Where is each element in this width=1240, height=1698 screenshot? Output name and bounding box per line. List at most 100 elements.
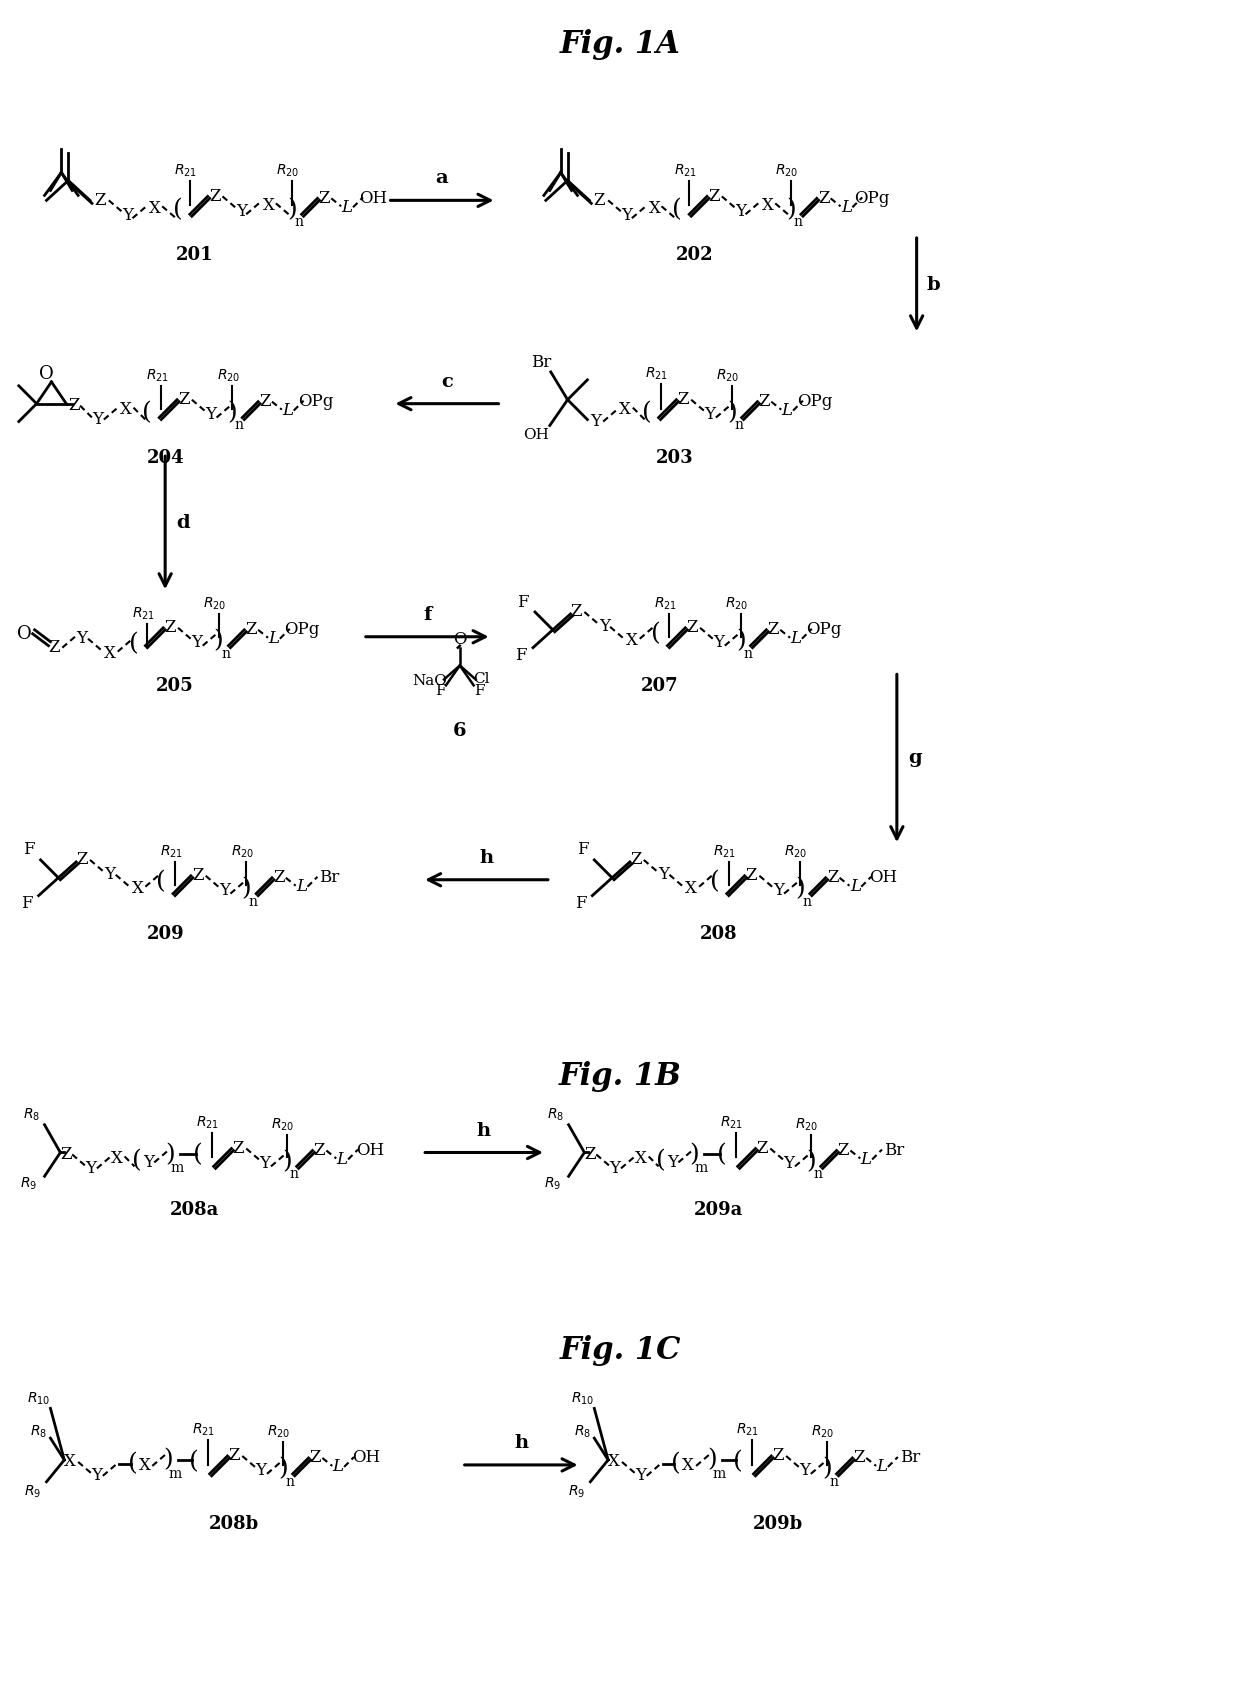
Text: Cl: Cl [474,672,490,686]
Text: (: ( [131,1150,141,1172]
Text: Z: Z [259,394,270,411]
Text: Z: Z [228,1447,241,1464]
Text: $R_{21}$: $R_{21}$ [673,163,697,178]
Text: Y: Y [590,413,601,430]
Text: Br: Br [531,353,551,370]
Text: m: m [169,1467,182,1481]
Text: $R_8$: $R_8$ [547,1107,564,1122]
Text: ): ) [795,878,805,900]
Text: Y: Y [621,207,632,224]
Text: OPg: OPg [854,190,890,207]
Text: L: L [861,1151,872,1168]
Text: $R_{10}$: $R_{10}$ [570,1391,594,1406]
Text: ): ) [806,1150,816,1173]
Text: ): ) [822,1457,832,1481]
Text: Z: Z [179,391,190,408]
Text: Y: Y [236,202,247,219]
Text: Z: Z [853,1450,866,1467]
Text: n: n [743,647,751,661]
Text: X: X [120,401,131,418]
Text: 209: 209 [146,925,184,944]
Text: Y: Y [784,1155,795,1172]
Text: OH: OH [869,869,897,886]
Text: (: ( [193,1143,202,1167]
Text: ): ) [786,197,796,221]
Text: L: L [341,199,352,216]
Text: $R_{20}$: $R_{20}$ [717,368,739,384]
Text: L: L [296,878,308,895]
Text: ): ) [727,401,737,424]
Text: F: F [516,647,527,664]
Text: $R_{21}$: $R_{21}$ [713,844,737,861]
Text: Y: Y [667,1155,678,1172]
Text: Z: Z [768,621,779,638]
Text: n: n [289,1167,298,1182]
Text: Z: Z [310,1450,321,1467]
Text: X: X [626,632,637,649]
Text: O: O [40,365,53,384]
Text: Z: Z [94,192,105,209]
Text: $R_{10}$: $R_{10}$ [27,1391,51,1406]
Text: Y: Y [92,1467,103,1484]
Text: n: n [734,418,743,433]
Text: X: X [619,401,631,418]
Text: X: X [139,1457,150,1474]
Text: (: ( [656,1150,666,1172]
Text: (: ( [156,871,166,893]
Text: Z: Z [584,1146,596,1163]
Text: Y: Y [635,1467,646,1484]
Text: Y: Y [219,883,229,900]
Text: n: n [802,895,811,908]
Text: X: X [649,200,661,217]
Text: g: g [908,749,921,767]
Text: X: X [635,1150,647,1167]
Text: 202: 202 [676,246,713,263]
Text: m: m [712,1467,725,1481]
Text: n: n [294,216,303,229]
Text: Fig. 1C: Fig. 1C [559,1335,681,1367]
Text: X: X [104,645,115,662]
Text: Z: Z [246,621,257,638]
Text: F: F [22,842,35,859]
Text: Z: Z [687,620,698,637]
Text: L: L [268,630,279,647]
Text: Z: Z [165,620,176,637]
Text: F: F [435,684,445,698]
Text: X: X [608,1453,620,1470]
Text: $R_9$: $R_9$ [544,1177,562,1192]
Text: f: f [423,606,432,623]
Text: $R_{21}$: $R_{21}$ [131,606,155,621]
Text: $R_{21}$: $R_{21}$ [175,163,197,178]
Text: $R_{20}$: $R_{20}$ [267,1425,290,1440]
Text: F: F [475,684,485,698]
Text: (: ( [672,197,682,221]
Text: n: n [249,895,258,908]
Text: Y: Y [122,207,133,224]
Text: $R_{20}$: $R_{20}$ [775,163,799,178]
Text: Fig. 1A: Fig. 1A [559,29,681,59]
Text: ): ) [165,1143,175,1167]
Text: NaO: NaO [413,674,448,688]
Text: Y: Y [191,633,202,652]
Text: n: n [221,647,229,661]
Text: n: n [234,418,244,433]
Text: O: O [17,625,32,644]
Text: OPg: OPg [284,621,319,638]
Text: 204: 204 [146,450,184,467]
Text: $R_{20}$: $R_{20}$ [725,596,748,613]
Text: Z: Z [630,851,641,868]
Text: Z: Z [233,1139,244,1156]
Text: 205: 205 [156,678,193,696]
Text: Y: Y [93,411,103,428]
Text: F: F [577,842,588,859]
Text: Y: Y [735,202,746,219]
Text: Z: Z [818,190,830,207]
Text: $R_{20}$: $R_{20}$ [785,844,807,861]
Text: n: n [830,1476,838,1489]
Text: Z: Z [708,188,719,205]
Text: b: b [926,275,940,294]
Text: OH: OH [352,1450,379,1467]
Text: Z: Z [756,1139,768,1156]
Text: (: ( [642,401,651,424]
Text: $R_{21}$: $R_{21}$ [737,1421,759,1438]
